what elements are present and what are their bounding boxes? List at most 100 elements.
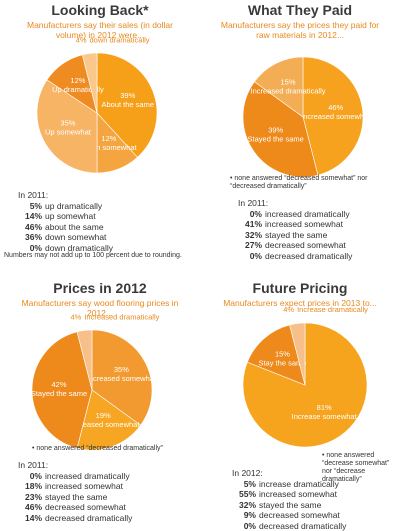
history-row: 27%decreased somewhat [238,240,400,251]
slice-label: Stayed the same [248,135,304,144]
history-value: 9% [232,510,256,521]
history-label: decreased somewhat [259,510,340,520]
slice-label: Increased dramatically [84,313,159,322]
slice-percent: 35% [114,365,129,374]
history-label: decreased dramatically [259,521,346,531]
history-row: 32%stayed the same [232,500,400,511]
history-label: increase dramatically [259,479,339,489]
slice-label: Increased somewhat [87,374,157,383]
history-row: 23%stayed the same [18,492,188,503]
history-value: 0% [18,243,42,254]
history-label: about the same [45,222,104,232]
history-value: 14% [18,513,42,524]
history-value: 0% [18,471,42,482]
history-value: 5% [18,201,42,212]
slice-percent: 4% [283,305,294,314]
history-row: 32%stayed the same [238,230,400,241]
slice-label: Stayed the same [31,389,87,398]
slice-percent: 4% [76,36,87,45]
history-row: 0%down dramatically [18,243,188,254]
slice-percent: 46% [328,103,343,112]
chart-note: • none answered “decreased dramatically” [32,445,192,453]
history-value: 46% [18,502,42,513]
history-row: 46%decreased somewhat [18,502,188,513]
slice-percent: 15% [281,78,296,87]
slice-percent: 12% [70,76,85,85]
history-row: 0%decreased dramatically [232,521,400,531]
chart-panel: Looking Back*Manufacturers say their sal… [0,0,200,278]
history-value: 5% [232,479,256,490]
history-label: down somewhat [45,232,106,242]
history-label: increased somewhat [259,489,337,499]
history-label: decreased somewhat [265,240,346,250]
history-label: increased dramatically [265,209,350,219]
history-value: 27% [238,240,262,251]
history-label: decreased somewhat [45,502,126,512]
slice-label: Increase dramatically [297,305,368,314]
history-value: 23% [18,492,42,503]
history-label: stayed the same [45,492,107,502]
history-value: 0% [238,251,262,262]
slice-percent: 35% [60,119,75,128]
slice-percent: 39% [120,91,135,100]
history-row: 36%down somewhat [18,232,188,243]
history-label: decreased dramatically [45,513,132,523]
history-label: stayed the same [259,500,321,510]
slice-label: down dramatically [90,36,150,45]
history-row: 0%decreased dramatically [238,251,400,262]
history-value: 41% [238,219,262,230]
history-value: 46% [18,222,42,233]
history-row: 18%increased somewhat [18,481,188,492]
history-row: 9%decreased somewhat [232,510,400,521]
history-row: 55%increased somewhat [232,489,400,500]
history-label: increased somewhat [265,219,343,229]
history-row: 5%increase dramatically [232,479,400,490]
history-heading: In 2011: [18,190,188,201]
slice-percent: 81% [317,403,332,412]
history-label: stayed the same [265,230,327,240]
history-value: 0% [232,521,256,531]
history-row: 0%increased dramatically [18,471,188,482]
slice-label: Increased somewhat [301,112,371,121]
history-label: up somewhat [45,211,96,221]
history-label: up dramatically [45,201,102,211]
history-value: 0% [238,209,262,220]
history-label: decreased dramatically [265,251,352,261]
history-value: 14% [18,211,42,222]
history-heading: In 2012: [232,468,400,479]
slice-percent: 12% [101,134,116,143]
slice-percent: 19% [96,411,111,420]
history-row: 14%up somewhat [18,211,188,222]
slice-label: About the same [101,100,154,109]
history-row: 5%up dramatically [18,201,188,212]
pie-chart: 46%Increased somewhat 39%Stayed the same 1… [200,0,400,190]
slice-percent: 15% [275,349,290,358]
history-row: 14%decreased dramatically [18,513,188,524]
history-value: 32% [238,230,262,241]
slice-label: Increase somewhat [292,412,358,421]
slice-percent: 42% [51,380,66,389]
history-value: 55% [232,489,256,500]
slice-percent: 4% [71,313,82,322]
history-row: 41%increased somewhat [238,219,400,230]
chart-note: • none answered “decreased somewhat” nor… [230,175,380,191]
history-label: increased dramatically [45,471,130,481]
history-value: 18% [18,481,42,492]
history-value: 36% [18,232,42,243]
history-label: increased somewhat [45,481,123,491]
history-label: down dramatically [45,243,113,253]
history-value: 32% [232,500,256,511]
history-heading: In 2011: [238,198,400,209]
slice-percent: 39% [268,126,283,135]
history-heading: In 2011: [18,460,188,471]
history-row: 0%increased dramatically [238,209,400,220]
